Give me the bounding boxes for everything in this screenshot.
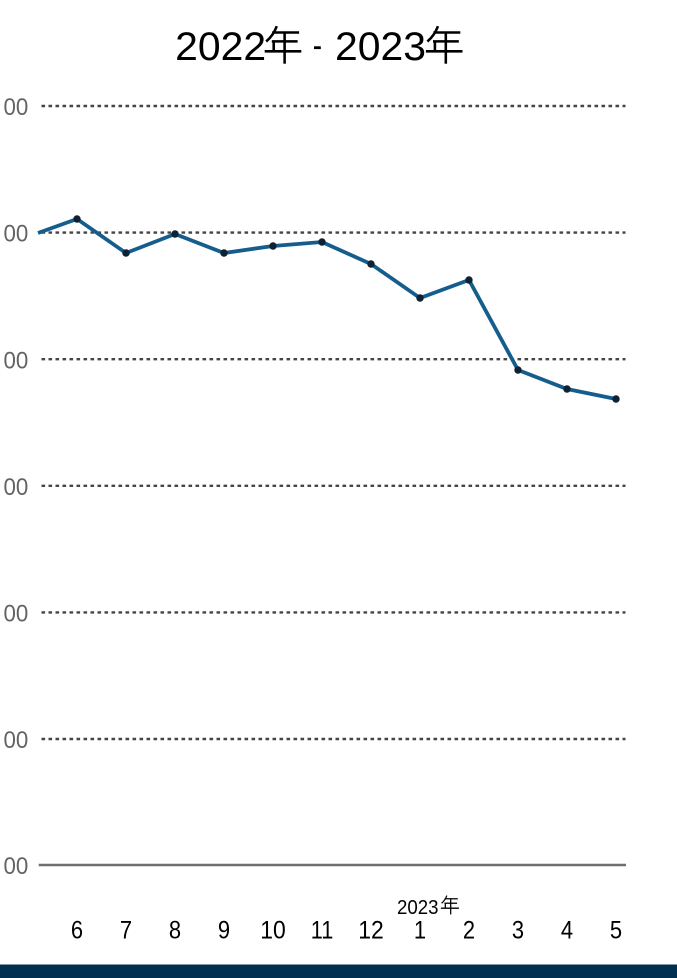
svg-text:5: 5 xyxy=(610,916,622,944)
svg-text:9: 9 xyxy=(218,916,230,944)
svg-text:6: 6 xyxy=(71,916,83,944)
svg-text:00: 00 xyxy=(4,94,29,121)
svg-text:00: 00 xyxy=(4,601,29,628)
svg-text:2: 2 xyxy=(463,916,475,944)
svg-text:00: 00 xyxy=(4,727,29,754)
svg-text:12: 12 xyxy=(358,916,384,944)
svg-text:00: 00 xyxy=(4,474,29,501)
svg-text:00: 00 xyxy=(4,221,29,248)
svg-text:2022: 2022 xyxy=(175,25,266,69)
svg-text:8: 8 xyxy=(169,916,181,944)
svg-text:7: 7 xyxy=(120,916,132,944)
svg-text:4: 4 xyxy=(561,916,573,944)
svg-text:00: 00 xyxy=(4,347,29,374)
svg-text:11: 11 xyxy=(311,916,334,944)
svg-text:1: 1 xyxy=(414,916,426,944)
svg-text:2023: 2023 xyxy=(335,25,426,69)
svg-text:3: 3 xyxy=(512,916,524,944)
svg-text:10: 10 xyxy=(260,916,286,944)
svg-text:00: 00 xyxy=(4,853,29,880)
svg-text:2023: 2023 xyxy=(397,897,439,919)
